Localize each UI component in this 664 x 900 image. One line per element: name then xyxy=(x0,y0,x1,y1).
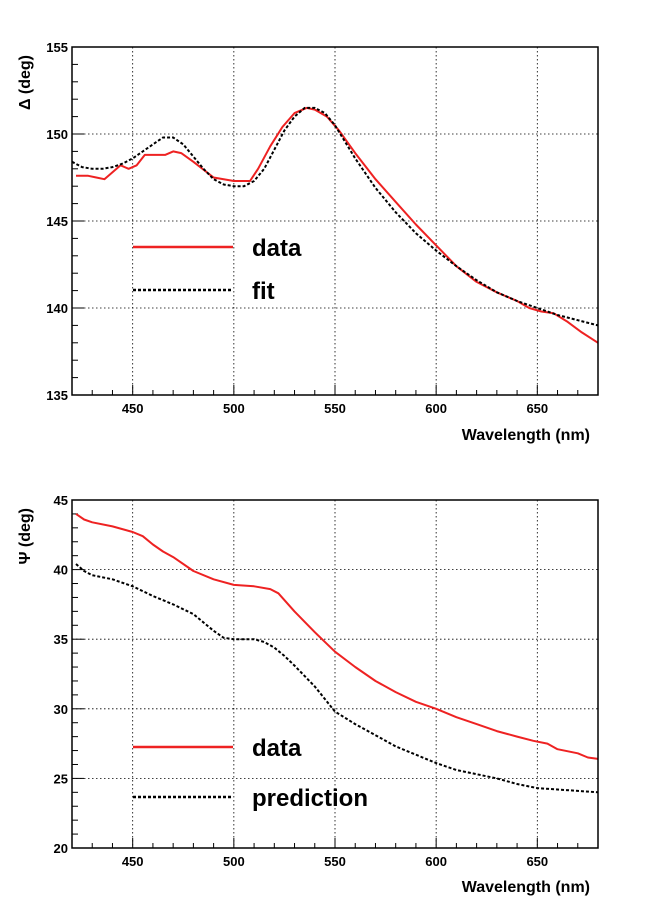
y-tick-label: 20 xyxy=(54,841,68,856)
x-tick-label: 550 xyxy=(324,401,346,416)
x-tick-label: 550 xyxy=(324,854,346,869)
y-tick-label: 25 xyxy=(54,771,68,786)
x-axis-title: Wavelength (nm) xyxy=(462,427,590,444)
plot-frame xyxy=(71,46,599,396)
x-tick-label: 650 xyxy=(526,854,548,869)
legend-label-data: data xyxy=(252,235,302,262)
legend: data prediction xyxy=(133,735,368,812)
x-tick-label: 500 xyxy=(223,401,245,416)
x-tick-label: 500 xyxy=(223,854,245,869)
chart-panel-1: 450 500 550 600 650 135 140 145 150 155 Wavelength… xyxy=(17,40,599,444)
x-tick-label: 650 xyxy=(526,401,548,416)
legend-label-prediction: prediction xyxy=(252,785,368,812)
x-tick-label: 450 xyxy=(122,401,144,416)
legend-label-data: data xyxy=(252,735,302,762)
y-tick-label: 140 xyxy=(46,301,68,316)
y-tick-label: 145 xyxy=(46,214,68,229)
y-tick-label: 30 xyxy=(54,702,68,717)
x-axis-title: Wavelength (nm) xyxy=(462,879,590,896)
x-tick-label: 450 xyxy=(122,854,144,869)
series-line-prediction xyxy=(75,563,599,794)
y-tick-label: 155 xyxy=(46,40,68,55)
y-axis-title: Δ (deg) xyxy=(17,55,34,110)
y-tick-label: 150 xyxy=(46,127,68,142)
y-tick-label: 35 xyxy=(54,632,68,647)
x-tick-label: 600 xyxy=(425,401,447,416)
series-line-fit xyxy=(71,106,599,327)
legend-label-fit: fit xyxy=(252,278,275,305)
y-tick-label: 40 xyxy=(54,563,68,578)
chart-panel-2: 450 500 550 600 650 20 25 30 35 40 45 Wavelength (n… xyxy=(17,493,599,896)
y-tick-label: 135 xyxy=(46,388,68,403)
y-tick-label: 45 xyxy=(54,493,68,508)
y-axis-title: Ψ (deg) xyxy=(17,508,34,565)
x-tick-label: 600 xyxy=(425,854,447,869)
legend: data fit xyxy=(133,235,302,305)
plot-frame xyxy=(71,499,599,849)
series-line-data xyxy=(75,513,599,760)
